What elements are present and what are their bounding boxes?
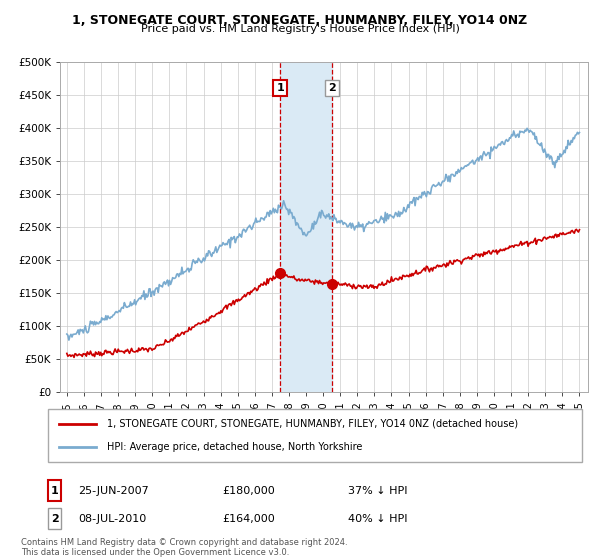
Text: 2: 2 [328, 83, 336, 93]
Text: £164,000: £164,000 [222, 514, 275, 524]
FancyBboxPatch shape [48, 508, 61, 529]
Text: 37% ↓ HPI: 37% ↓ HPI [348, 486, 407, 496]
Text: Contains HM Land Registry data © Crown copyright and database right 2024.
This d: Contains HM Land Registry data © Crown c… [21, 538, 347, 557]
Text: 1, STONEGATE COURT, STONEGATE, HUNMANBY, FILEY, YO14 0NZ (detached house): 1, STONEGATE COURT, STONEGATE, HUNMANBY,… [107, 419, 518, 429]
Bar [280, 62, 332, 392]
FancyBboxPatch shape [48, 480, 61, 501]
Text: 25-JUN-2007: 25-JUN-2007 [78, 486, 149, 496]
Text: 1: 1 [51, 486, 58, 496]
Text: HPI: Average price, detached house, North Yorkshire: HPI: Average price, detached house, Nort… [107, 442, 362, 452]
Text: 1: 1 [277, 83, 284, 93]
Text: 1, STONEGATE COURT, STONEGATE, HUNMANBY, FILEY, YO14 0NZ: 1, STONEGATE COURT, STONEGATE, HUNMANBY,… [73, 14, 527, 27]
Text: £180,000: £180,000 [222, 486, 275, 496]
Text: 40% ↓ HPI: 40% ↓ HPI [348, 514, 407, 524]
Text: 2: 2 [51, 514, 58, 524]
FancyBboxPatch shape [48, 409, 582, 462]
Text: 08-JUL-2010: 08-JUL-2010 [78, 514, 146, 524]
Text: Price paid vs. HM Land Registry's House Price Index (HPI): Price paid vs. HM Land Registry's House … [140, 24, 460, 34]
